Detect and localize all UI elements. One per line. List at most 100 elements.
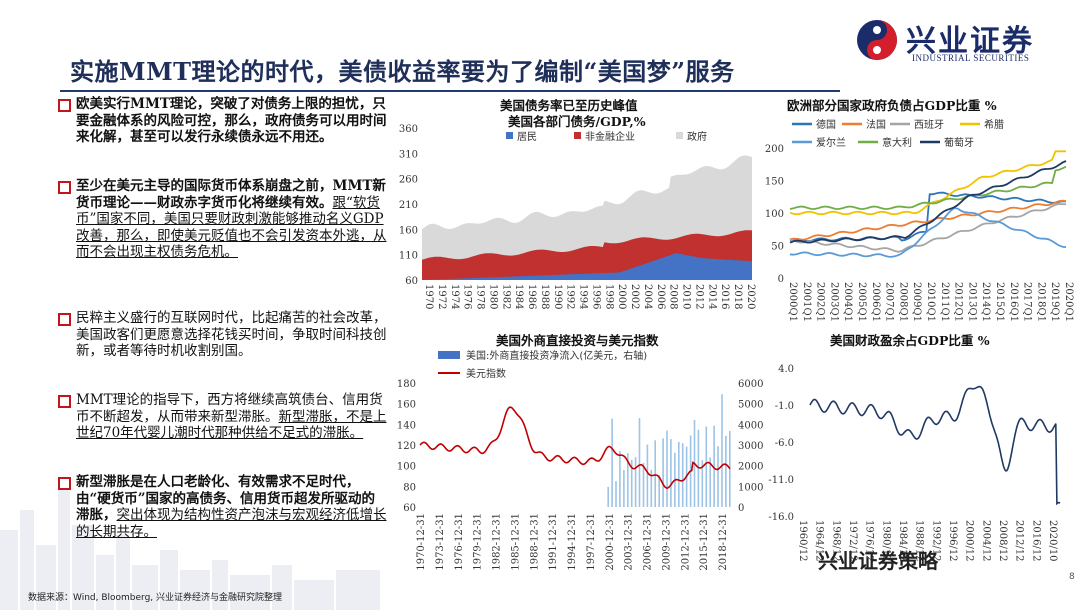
eu-series-line	[789, 150, 1066, 216]
x-tick-label: 1996	[590, 284, 601, 309]
city-skyline-background	[0, 490, 380, 610]
x-tick-label: 1982-12-31	[492, 513, 503, 571]
eu-debt-y-axis: 200 150 100 50 0	[765, 144, 784, 285]
wechat-watermark: 兴业证券策略	[818, 549, 938, 573]
x-tick-label: 1968/12	[830, 520, 841, 562]
x-tick-label: 2018	[732, 284, 743, 309]
x-tick-label: 1979-12-31	[473, 513, 484, 571]
y-tick-label: 200	[765, 144, 784, 155]
legend-label: 德国	[816, 118, 836, 131]
bullet-item-1: 欧美实行MMT理论，突破了对债务上限的担忧，只要金融体系的风险可控，那么，政府债…	[58, 96, 388, 164]
x-tick-label: 1988-12-31	[529, 513, 540, 571]
fdi-bar	[705, 426, 708, 507]
right-y-tick-label: 4000	[738, 420, 763, 431]
fdi-bar	[650, 469, 653, 507]
fdi-bar	[627, 453, 629, 507]
eu-series-line	[789, 207, 1067, 258]
fdi-bar	[701, 460, 704, 507]
page-number: 8	[1069, 572, 1075, 582]
x-tick-label: 1976-12-31	[454, 513, 465, 571]
x-tick-label: 2013Q1	[966, 282, 977, 322]
x-tick-label: 1972/12	[847, 520, 858, 562]
y-tick-label: 4.0	[778, 364, 794, 375]
bullet-square-icon	[58, 313, 71, 326]
x-tick-label: 1997-12-31	[586, 513, 597, 571]
left-y-tick-label: 120	[397, 441, 416, 452]
x-tick-label: 1964/12	[814, 520, 825, 562]
legend-label: 西班牙	[914, 119, 944, 131]
legend-dollar-index: 美元指数	[466, 367, 506, 380]
us-debt-x-axis: 1970 1972 1974 1976 1978 1980 1982 1984 1986 1988…	[423, 284, 756, 309]
legend-household: 居民	[517, 131, 537, 143]
bullet-item-5: 新型滞胀是在人口老龄化、有效需求不足时代，由“硬货币”国家的高债务、信用货币超发…	[58, 474, 388, 560]
x-tick-label: 1976/12	[864, 520, 875, 562]
y-tick-label: 50	[771, 242, 784, 253]
fdi-bar	[607, 486, 609, 507]
x-tick-label: 2000	[616, 284, 627, 309]
y-tick-label: 260	[399, 175, 418, 186]
fdi-bar	[717, 446, 719, 507]
x-tick-label: 2009-12-31	[661, 513, 672, 571]
y-tick-label: 360	[399, 124, 418, 135]
right-y-tick-label: 0	[738, 503, 744, 514]
fdi-right-y-axis: 6000 5000 4000 3000 2000 1000 0	[738, 379, 763, 514]
fdi-x-axis: 1970-12-31 1973-12-31 1976-12-31 1979-12-31…	[416, 513, 729, 571]
y-tick-label: 210	[399, 200, 418, 211]
x-tick-label: 2003Q1	[828, 282, 839, 322]
bullet-square-icon	[58, 477, 71, 490]
x-tick-label: 1992/12	[930, 520, 941, 562]
legend-label: 意大利	[882, 136, 912, 149]
left-y-tick-label: 180	[397, 379, 416, 390]
bullet-4-text: MMT理论的指导下，西方将继续高筑债台、信用货币不断超发，从而带来新型滞胀。	[76, 392, 383, 425]
x-tick-label: 2008/12	[997, 520, 1008, 562]
y-tick-label: 0	[778, 274, 784, 285]
bullet-3-text: 民粹主义盛行的互联网时代，比起痛苦的社会改革，美国政客们更愿意选择花钱买时间，争…	[76, 310, 387, 359]
x-tick-label: 2012-12-31	[680, 513, 691, 571]
fdi-bar	[658, 475, 660, 507]
x-tick-label: 1972	[436, 284, 447, 309]
fdi-bar	[646, 444, 649, 507]
legend-label: 希腊	[984, 118, 1004, 131]
x-tick-label: 1985-12-31	[510, 513, 521, 571]
fdi-bar	[623, 470, 625, 507]
x-tick-label: 2016/12	[1030, 520, 1041, 562]
fdi-bar	[670, 439, 672, 507]
x-tick-label: 2011Q1	[939, 282, 950, 322]
bullet-2-bold-text: 至少在美元主导的国际货币体系崩盘之前，MMT新货币理论——财政赤字货币化将继续有…	[76, 178, 386, 211]
x-tick-label: 1998	[603, 284, 614, 309]
x-tick-label: 2020	[745, 284, 756, 309]
x-tick-label: 1982	[500, 284, 511, 309]
y-tick-label: -1.0	[775, 401, 794, 412]
right-y-tick-label: 5000	[738, 400, 763, 411]
x-tick-label: 2001Q1	[801, 282, 812, 322]
legend-label: 葡萄牙	[944, 136, 974, 149]
fdi-bar	[666, 430, 668, 507]
fdi-bar	[619, 451, 621, 507]
fdi-bar	[634, 457, 637, 507]
legend-label: 法国	[866, 118, 886, 131]
x-tick-label: 1991-12-31	[548, 513, 559, 571]
x-tick-label: 2005Q1	[856, 282, 867, 322]
x-tick-label: 2015Q1	[994, 282, 1005, 322]
x-tick-label: 1974	[449, 284, 460, 309]
right-y-tick-label: 6000	[738, 379, 763, 390]
x-tick-label: 1986	[526, 284, 537, 309]
fdi-bar	[638, 418, 641, 507]
bullet-2-underlined-text: 跟“软货币”国家不同，美国只要财政刺激能够推动名义GDP改善，那么，即使美元贬值…	[76, 194, 387, 261]
left-y-tick-label: 160	[397, 400, 416, 411]
eu-debt-x-axis: 2000Q1 2001Q1 2002Q1 2003Q1 2004Q1 2005Q1 2006…	[787, 282, 1074, 322]
bullet-square-icon	[58, 395, 71, 408]
fdi-bar	[713, 425, 715, 507]
fdi-bar	[615, 481, 617, 507]
eu-debt-series	[789, 150, 1067, 258]
bullet-5-bold-text: 新型滞胀是在人口老龄化、有效需求不足时代，由“硬货币”国家的高债务、信用货币超发…	[76, 474, 376, 523]
us-debt-chart-subtitle: 美国各部门债务/GDP,%	[508, 114, 646, 129]
x-tick-label: 2015-12-31	[699, 513, 710, 571]
x-tick-label: 1994-12-31	[567, 513, 578, 571]
bullet-square-icon	[58, 99, 71, 112]
bullet-square-icon	[58, 181, 71, 194]
x-tick-label: 1988/12	[914, 520, 925, 562]
